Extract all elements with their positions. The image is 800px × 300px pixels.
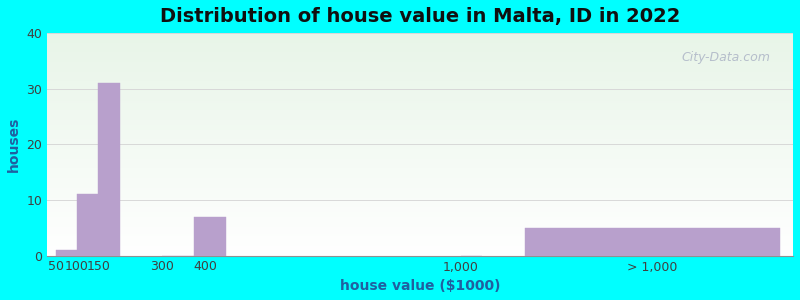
Bar	[56, 250, 77, 256]
Text: City-Data.com: City-Data.com	[682, 51, 770, 64]
X-axis label: house value ($1000): house value ($1000)	[340, 279, 500, 293]
Y-axis label: houses: houses	[7, 117, 21, 172]
Title: Distribution of house value in Malta, ID in 2022: Distribution of house value in Malta, ID…	[160, 7, 680, 26]
Bar	[525, 228, 780, 256]
Bar	[77, 194, 98, 256]
Bar	[98, 83, 120, 256]
Bar	[194, 217, 226, 256]
